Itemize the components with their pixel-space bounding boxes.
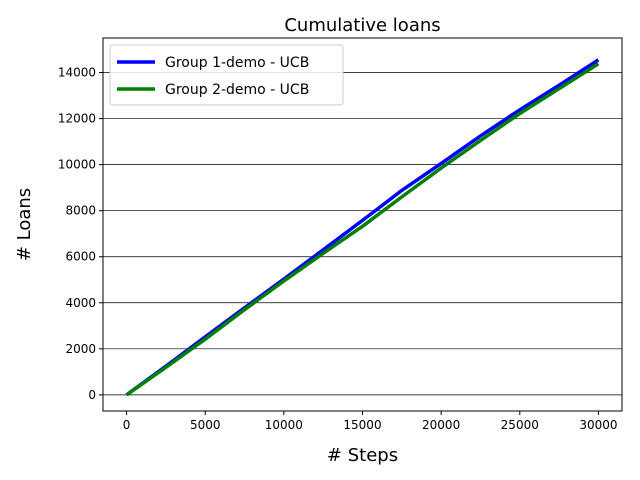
y-tick-label-6: 12000 [58, 112, 96, 126]
x-tick-label-1: 5000 [190, 418, 221, 432]
y-tick-label-2: 4000 [65, 296, 96, 310]
y-tick-label-3: 6000 [65, 250, 96, 264]
chart-title: Cumulative loans [284, 15, 440, 36]
y-tick-label-4: 8000 [65, 204, 96, 218]
legend-box [109, 44, 344, 106]
x-axis-title: # Steps [327, 445, 398, 466]
x-tick-label-6: 30000 [579, 418, 617, 432]
y-tick-label-7: 14000 [58, 66, 96, 80]
x-tick-label-4: 20000 [422, 418, 460, 432]
legend-label-2: Group 2-demo - UCB [165, 82, 309, 98]
x-axis-ticks: 0 5000 10000 15000 20000 25000 30000 [123, 411, 618, 432]
x-tick-label-3: 15000 [343, 418, 381, 432]
series-line-1 [125, 58, 600, 397]
y-axis-ticks: 0 2000 4000 6000 8000 10000 12000 14000 [58, 66, 103, 402]
x-tick-label-2: 10000 [265, 418, 303, 432]
x-tick-label-0: 0 [123, 418, 131, 432]
series-lines [125, 58, 600, 397]
y-axis-title: # Loans [14, 188, 35, 261]
series-line-2 [125, 62, 600, 397]
y-tick-label-0: 0 [88, 388, 96, 402]
grid-lines [103, 72, 622, 396]
x-tick-label-5: 25000 [501, 418, 539, 432]
legend-label-1: Group 1-demo - UCB [165, 55, 309, 71]
legend: Group 1-demo - UCB Group 2-demo - UCB [109, 44, 344, 106]
y-tick-label-1: 2000 [65, 342, 96, 356]
y-tick-label-5: 10000 [58, 158, 96, 172]
